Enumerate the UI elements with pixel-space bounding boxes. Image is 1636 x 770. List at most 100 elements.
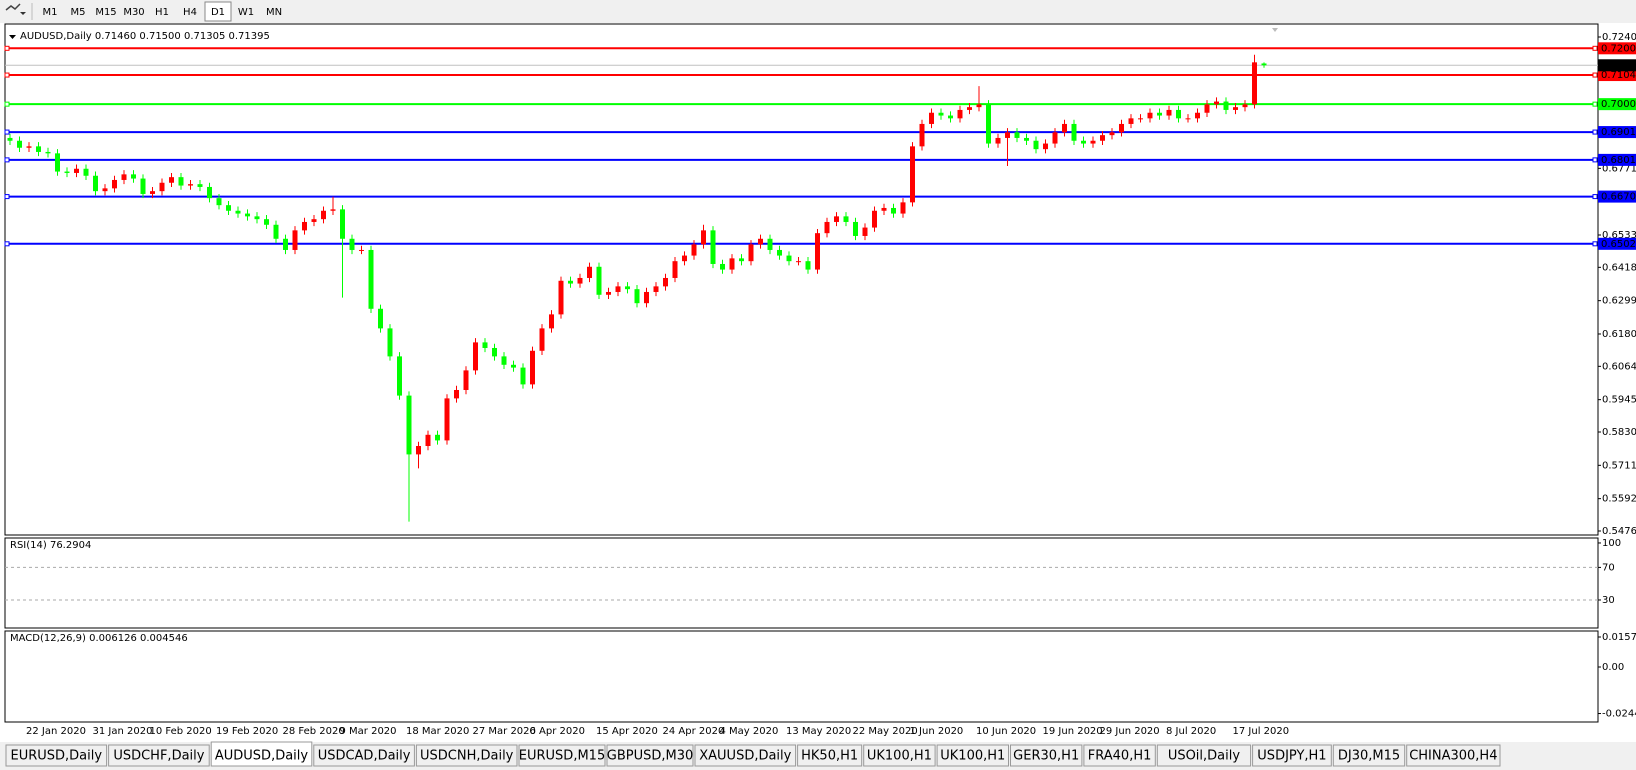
candle-body xyxy=(1014,132,1020,138)
candle-body xyxy=(625,286,630,290)
timeframe-label: H4 xyxy=(183,7,197,18)
level-handle xyxy=(1592,129,1598,135)
timeframe-button-bg xyxy=(37,2,63,21)
y-tick-label: 0.59455 xyxy=(1602,395,1636,406)
chart-tab[interactable]: EURUSD,Daily xyxy=(5,744,108,767)
candle-body xyxy=(406,395,412,455)
candle-body xyxy=(1166,109,1172,116)
candle-body xyxy=(302,221,307,231)
candle-body xyxy=(321,210,326,220)
timeframe-button[interactable]: MN xyxy=(261,2,287,21)
chart-header: AUDUSD,Daily 0.71460 0.71500 0.71305 0.7… xyxy=(20,31,270,42)
chart-tab[interactable]: FRA40,H1 xyxy=(1083,744,1156,767)
x-tick-label: 31 Jan 2020 xyxy=(93,726,153,737)
candle-body xyxy=(387,328,393,357)
candle-body xyxy=(140,178,146,194)
x-tick-label: 24 Apr 2020 xyxy=(663,726,725,737)
y-tick-label: 0.65335 xyxy=(1602,230,1636,241)
chart-tab-label: EURUSD,Daily xyxy=(11,749,103,764)
price-panel xyxy=(4,23,1599,536)
macd-panel xyxy=(4,630,1599,723)
chart-tab-label: AUDUSD,Daily xyxy=(215,749,309,764)
x-tick-label: 4 May 2020 xyxy=(720,726,779,737)
candle-body xyxy=(102,188,108,192)
level-handle xyxy=(1592,194,1598,200)
y-tick-label: 0.54765 xyxy=(1602,526,1636,537)
candle-body xyxy=(900,202,906,214)
candle-body xyxy=(311,219,317,222)
chart-tab[interactable]: UK100,H1 xyxy=(863,744,936,767)
candle-body xyxy=(606,291,611,295)
y-tick-label: 70 xyxy=(1602,562,1615,573)
candle-body xyxy=(672,261,678,278)
level-tag-label: 0.71046 xyxy=(1601,70,1636,81)
candle-body xyxy=(178,177,184,186)
candle-body xyxy=(691,244,697,256)
chart-tab[interactable]: USDCAD,Daily xyxy=(313,744,415,767)
chart-tab[interactable]: GER30,H1 xyxy=(1010,744,1083,767)
candle-body xyxy=(929,112,934,124)
chart-tab-bg xyxy=(936,744,1009,767)
candle-body xyxy=(1109,132,1115,136)
level-handle xyxy=(4,101,10,107)
candle-body xyxy=(824,221,830,234)
chart-tab[interactable]: HK50,H1 xyxy=(797,744,863,767)
candle-body xyxy=(159,182,165,192)
candle-body xyxy=(349,238,355,250)
timeframe-button[interactable]: M15 xyxy=(93,2,119,21)
candle-body xyxy=(1052,132,1058,144)
chart-tab-label: USDCNH,Daily xyxy=(420,749,514,764)
chart-tab[interactable]: AUDUSD,Daily xyxy=(210,741,313,767)
chart-tab[interactable]: EURUSD,M15 xyxy=(518,744,606,767)
candle-body xyxy=(843,216,849,222)
chart-tab[interactable]: GBPUSD,M30 xyxy=(606,744,694,767)
candle-body xyxy=(976,104,982,108)
chart-tab[interactable]: CHINA300,H4 xyxy=(1406,744,1501,767)
candle-body xyxy=(653,286,659,292)
chart-tab[interactable]: XAUUSD,Daily xyxy=(694,744,797,767)
candle-body xyxy=(1185,118,1191,120)
chart-tab[interactable]: USDCNH,Daily xyxy=(415,744,518,767)
chart-tab[interactable]: UK100,H1 xyxy=(936,744,1009,767)
candle-body xyxy=(511,364,516,368)
candle-body xyxy=(1157,112,1162,116)
timeframe-button-bg xyxy=(121,2,147,21)
chart-tool-icon[interactable] xyxy=(5,3,21,11)
timeframe-button-bg xyxy=(65,2,91,21)
dropdown-arrow[interactable] xyxy=(20,12,26,15)
candle-body xyxy=(596,266,602,295)
candle-body xyxy=(891,207,896,214)
candle-body xyxy=(644,291,649,304)
timeframe-button[interactable]: D1 xyxy=(204,1,232,22)
timeframe-button[interactable]: M5 xyxy=(65,2,91,21)
candle-body xyxy=(425,434,431,447)
x-tick-label: 22 May 2020 xyxy=(853,726,918,737)
chart-tab-bg xyxy=(1083,744,1156,767)
timeframe-button[interactable]: M1 xyxy=(37,2,63,21)
level-handle xyxy=(1592,241,1598,247)
candle-body xyxy=(853,221,858,236)
timeframe-button[interactable]: W1 xyxy=(233,2,259,21)
chart-tab-label: EURUSD,M15 xyxy=(519,749,605,764)
panel-menu-arrow[interactable] xyxy=(9,35,16,39)
candle-body xyxy=(93,175,98,192)
timeframe-button[interactable]: H4 xyxy=(177,2,203,21)
candle-body xyxy=(1081,140,1086,144)
chart-tab-bg xyxy=(1406,744,1501,767)
chart-tab-label: USDJPY,H1 xyxy=(1257,749,1326,764)
candle-body xyxy=(986,104,991,144)
candle-body xyxy=(948,115,953,119)
candle-body xyxy=(264,219,269,225)
timeframe-button[interactable]: H1 xyxy=(149,2,175,21)
chart-tab-label: USDCAD,Daily xyxy=(318,749,411,764)
timeframe-button[interactable]: M30 xyxy=(121,2,147,21)
level-tag-label: 0.70007 xyxy=(1601,99,1636,110)
chart-tab[interactable]: DJ30,M15 xyxy=(1332,744,1406,767)
x-tick-label: 17 Jul 2020 xyxy=(1233,726,1290,737)
chart-tab[interactable]: USDCHF,Daily xyxy=(108,744,210,767)
rsi-panel xyxy=(4,537,1599,629)
candle-body xyxy=(254,216,260,220)
chart-tab[interactable]: USDJPY,H1 xyxy=(1252,744,1332,767)
chart-tab[interactable]: USOil,Daily xyxy=(1156,744,1252,767)
rsi-header: RSI(14) 76.2904 xyxy=(10,540,91,551)
